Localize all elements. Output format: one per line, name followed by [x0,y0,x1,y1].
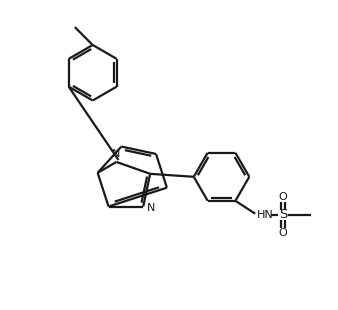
Text: O: O [279,228,287,237]
Text: HN: HN [257,210,274,220]
Text: N: N [147,202,155,213]
Text: N: N [112,149,121,159]
Text: O: O [279,192,287,202]
Text: S: S [279,208,287,221]
